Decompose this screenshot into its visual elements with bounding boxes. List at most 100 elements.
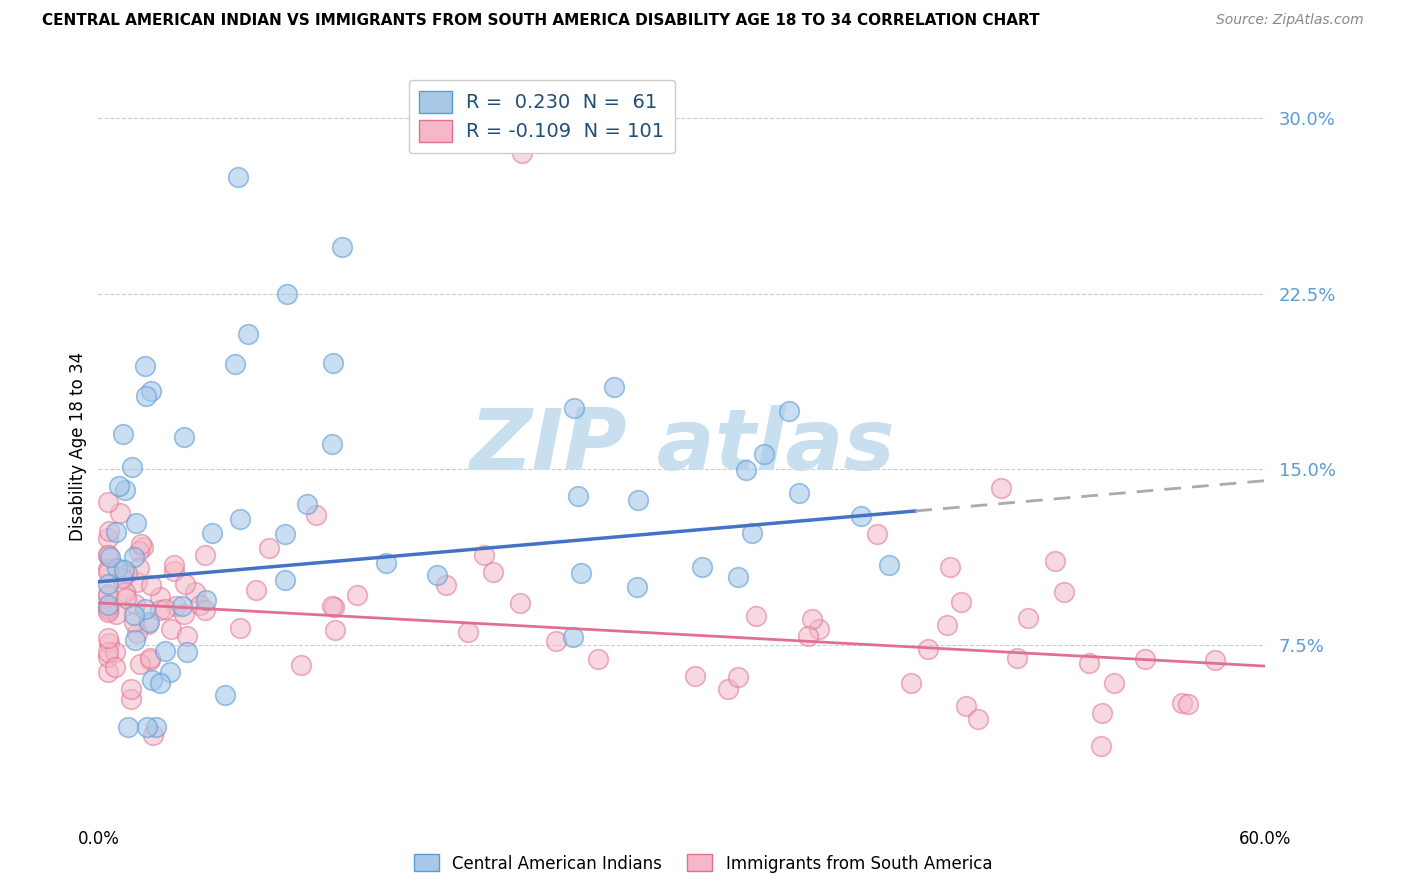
Point xyxy=(97,650,120,665)
Point xyxy=(159,665,181,680)
Point xyxy=(238,326,260,341)
Point xyxy=(229,512,252,526)
Point xyxy=(1007,651,1029,665)
Point xyxy=(149,591,172,605)
Point xyxy=(114,483,136,497)
Point xyxy=(174,577,197,591)
Point xyxy=(139,650,162,665)
Point xyxy=(603,380,626,394)
Point xyxy=(97,565,120,579)
Point xyxy=(457,625,479,640)
Point xyxy=(142,728,165,742)
Point xyxy=(124,632,146,647)
Point xyxy=(481,565,503,579)
Point xyxy=(97,636,120,650)
Point xyxy=(121,459,143,474)
Point xyxy=(900,676,922,690)
Point xyxy=(111,569,134,583)
Point xyxy=(330,240,353,254)
Point xyxy=(97,603,120,617)
Point xyxy=(290,657,312,672)
Point xyxy=(685,669,707,683)
Point xyxy=(97,632,120,646)
Point xyxy=(1133,652,1156,666)
Point xyxy=(97,605,120,619)
Point xyxy=(97,589,120,603)
Point xyxy=(134,602,156,616)
Point xyxy=(224,357,246,371)
Point xyxy=(567,489,589,503)
Point xyxy=(153,644,176,658)
Point xyxy=(229,622,252,636)
Point xyxy=(1090,739,1112,753)
Point xyxy=(936,618,959,632)
Point xyxy=(879,558,901,572)
Point xyxy=(274,527,297,541)
Point xyxy=(173,607,195,621)
Point xyxy=(105,524,128,539)
Point xyxy=(125,516,148,531)
Point xyxy=(104,645,127,659)
Point xyxy=(472,549,495,563)
Point xyxy=(778,404,800,418)
Point xyxy=(170,599,193,614)
Point xyxy=(104,607,127,622)
Point xyxy=(201,525,224,540)
Point xyxy=(127,575,149,590)
Y-axis label: Disability Age 18 to 34: Disability Age 18 to 34 xyxy=(69,351,87,541)
Point xyxy=(561,630,583,644)
Point xyxy=(259,541,281,555)
Point xyxy=(1177,697,1199,711)
Point xyxy=(145,720,167,734)
Text: ZIP atlas: ZIP atlas xyxy=(470,404,894,488)
Point xyxy=(122,550,145,565)
Point xyxy=(627,492,650,507)
Point xyxy=(97,576,120,591)
Point xyxy=(184,584,207,599)
Point xyxy=(690,560,713,574)
Point xyxy=(797,629,820,643)
Point xyxy=(194,548,217,562)
Point xyxy=(139,577,162,591)
Point xyxy=(120,692,142,706)
Point xyxy=(434,578,457,592)
Point xyxy=(134,359,156,374)
Point xyxy=(512,146,534,161)
Point xyxy=(194,603,217,617)
Point xyxy=(727,670,749,684)
Point xyxy=(160,622,183,636)
Point xyxy=(321,437,343,451)
Point xyxy=(97,548,120,562)
Point xyxy=(111,571,134,585)
Point xyxy=(115,591,138,605)
Point xyxy=(955,698,977,713)
Point xyxy=(374,556,396,570)
Point xyxy=(800,612,823,626)
Point xyxy=(129,537,152,551)
Point xyxy=(1171,697,1194,711)
Point xyxy=(1204,653,1226,667)
Point xyxy=(162,564,184,578)
Point xyxy=(173,430,195,444)
Point xyxy=(586,652,609,666)
Text: CENTRAL AMERICAN INDIAN VS IMMIGRANTS FROM SOUTH AMERICA DISABILITY AGE 18 TO 34: CENTRAL AMERICAN INDIAN VS IMMIGRANTS FR… xyxy=(42,13,1040,29)
Point xyxy=(112,563,135,577)
Point xyxy=(114,585,136,599)
Point xyxy=(129,657,152,671)
Point xyxy=(139,384,162,398)
Point xyxy=(939,560,962,574)
Point xyxy=(97,601,120,615)
Point xyxy=(111,427,134,442)
Point xyxy=(107,479,129,493)
Point xyxy=(967,712,990,726)
Point xyxy=(1017,611,1039,625)
Point xyxy=(97,586,120,600)
Point xyxy=(176,645,198,659)
Point xyxy=(117,720,139,734)
Point xyxy=(323,599,346,614)
Point xyxy=(322,356,344,370)
Point xyxy=(138,615,160,629)
Point xyxy=(717,682,740,697)
Point xyxy=(97,665,120,679)
Point xyxy=(124,608,146,623)
